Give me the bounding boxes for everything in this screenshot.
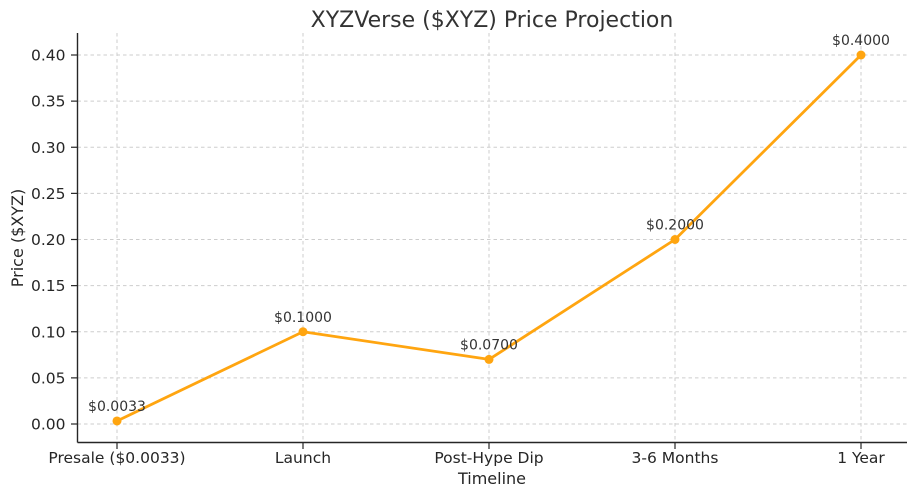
- data-point-label: $0.0033: [88, 399, 146, 415]
- x-tick-label: 1 Year: [837, 449, 885, 467]
- data-point-marker: [298, 327, 308, 337]
- data-point-label: $0.0700: [460, 337, 518, 353]
- y-axis-label: Price ($XYZ): [8, 189, 27, 287]
- data-point-label: $0.4000: [832, 33, 890, 49]
- data-point-marker: [112, 416, 122, 426]
- x-tick-label: Post-Hype Dip: [434, 449, 543, 467]
- y-tick-label: 0.00: [31, 416, 66, 434]
- y-tick-label: 0.35: [31, 93, 66, 111]
- axes: [71, 33, 907, 449]
- data-point-marker: [484, 354, 494, 364]
- y-tick-label: 0.20: [31, 231, 66, 249]
- x-tick-label: Launch: [275, 449, 331, 467]
- y-tick-label: 0.30: [31, 139, 66, 157]
- chart-title: XYZVerse ($XYZ) Price Projection: [311, 8, 674, 33]
- y-tick-label: 0.40: [31, 47, 66, 65]
- price-line-series: [112, 50, 866, 426]
- y-tick-label: 0.15: [31, 277, 66, 295]
- data-point-marker: [670, 235, 680, 244]
- x-tick-label: Presale ($0.0033): [48, 449, 185, 467]
- data-point-label: $0.2000: [646, 218, 704, 234]
- x-axis-label: Timeline: [457, 469, 526, 488]
- point-annotations: $0.0033 $0.1000 $0.0700 $0.2000 $0.4000: [88, 33, 890, 415]
- y-tick-label: 0.25: [31, 185, 66, 203]
- tick-labels: 0.00 0.05 0.10 0.15 0.20 0.25 0.30 0.35 0.40 Pres…: [31, 47, 885, 468]
- y-tick-label: 0.10: [31, 323, 66, 341]
- y-tick-label: 0.05: [31, 369, 66, 387]
- data-point-label: $0.1000: [274, 310, 332, 326]
- data-point-marker: [856, 50, 866, 60]
- x-tick-label: 3-6 Months: [632, 449, 719, 467]
